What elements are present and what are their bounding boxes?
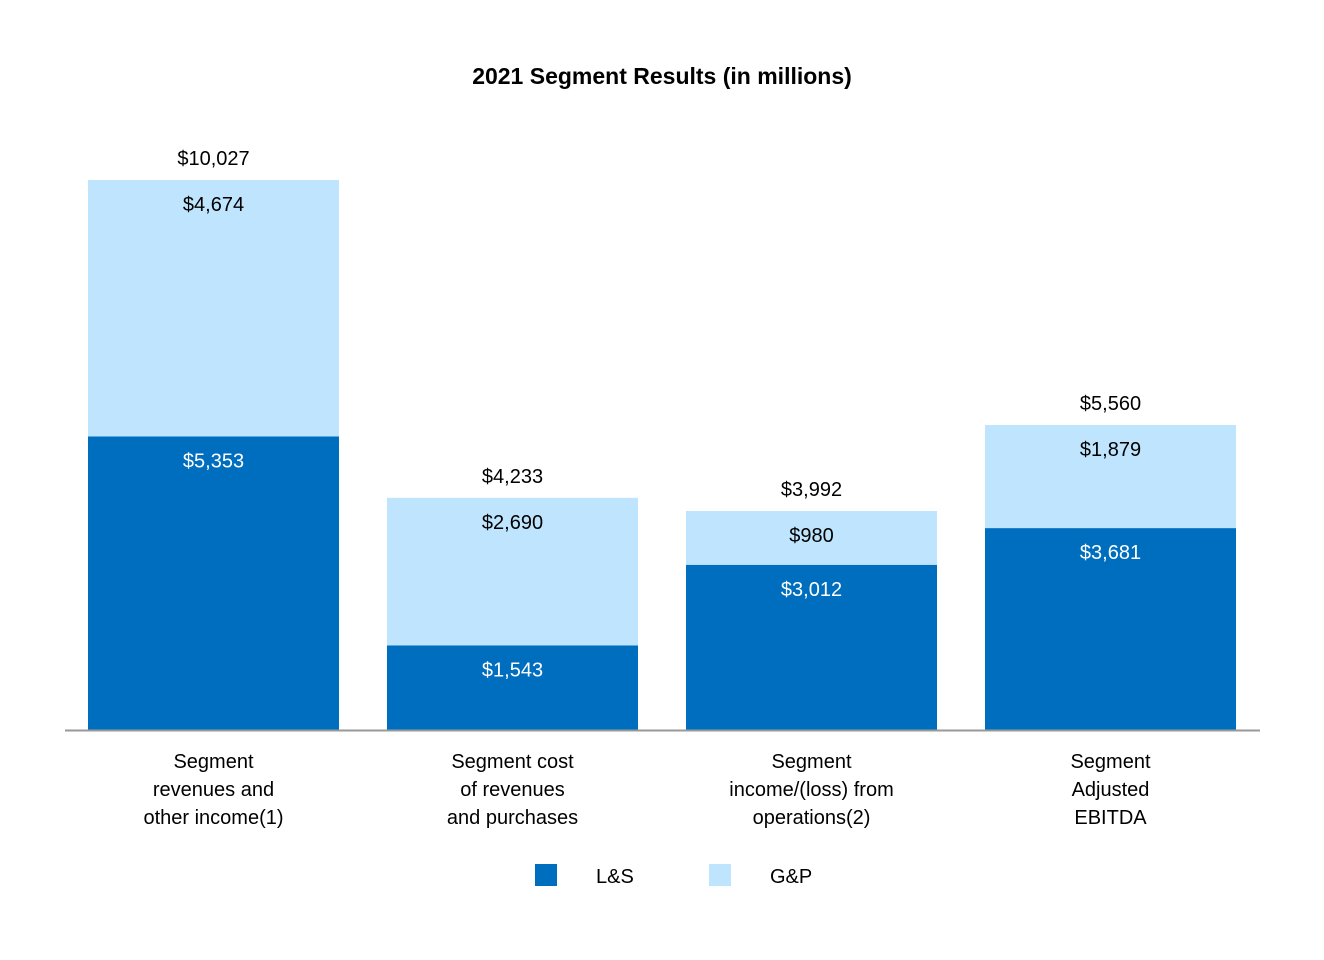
bar-segment-gp <box>387 497 638 646</box>
bar-segment-gp <box>985 425 1236 529</box>
x-tick-label: and purchases <box>447 807 578 829</box>
x-tick-label: Segment <box>173 751 253 773</box>
data-label: $1,879 <box>1080 439 1141 461</box>
total-label: $4,233 <box>482 466 543 488</box>
x-tick-label: operations(2) <box>753 807 871 829</box>
bar-segment-ls <box>387 645 638 730</box>
legend-swatch <box>535 864 557 886</box>
data-label: $5,353 <box>183 450 244 472</box>
x-tick-label: income/(loss) from <box>729 779 893 801</box>
x-tick-label: Segment <box>1070 751 1150 773</box>
legend-label: G&P <box>770 866 812 888</box>
x-tick-label: Segment <box>771 751 851 773</box>
x-tick-label: EBITDA <box>1074 807 1147 829</box>
x-tick-label: of revenues <box>460 779 565 801</box>
x-tick-label: revenues and <box>153 779 274 801</box>
data-label: $2,690 <box>482 512 543 534</box>
legend: L&S G&P <box>535 864 812 888</box>
bar-segment-gp <box>88 180 339 437</box>
legend-label: L&S <box>596 866 634 888</box>
bar-segment-ls <box>88 436 339 730</box>
data-label: $1,543 <box>482 659 543 681</box>
chart-title: 2021 Segment Results (in millions) <box>472 63 852 89</box>
bars-group: $5,353 $4,674 $10,027 $1,543 $2,690 $4,233 $3,… <box>88 148 1236 730</box>
data-label: $3,012 <box>781 579 842 601</box>
x-tick-label: Segment cost <box>451 751 574 773</box>
total-label: $5,560 <box>1080 393 1141 415</box>
legend-swatch <box>709 864 731 886</box>
total-label: $10,027 <box>177 148 249 170</box>
data-label: $4,674 <box>183 194 244 216</box>
total-label: $3,992 <box>781 479 842 501</box>
x-tick-labels: Segment revenues and other income(1) Segmen… <box>143 751 1150 829</box>
bar-segment-gp <box>686 511 937 565</box>
x-tick-label: Adjusted <box>1072 779 1150 801</box>
bar-segment-ls <box>985 528 1236 730</box>
x-tick-label: other income(1) <box>143 807 283 829</box>
bar-segment-ls <box>686 564 937 730</box>
data-label: $3,681 <box>1080 542 1141 564</box>
data-label: $980 <box>789 525 834 547</box>
